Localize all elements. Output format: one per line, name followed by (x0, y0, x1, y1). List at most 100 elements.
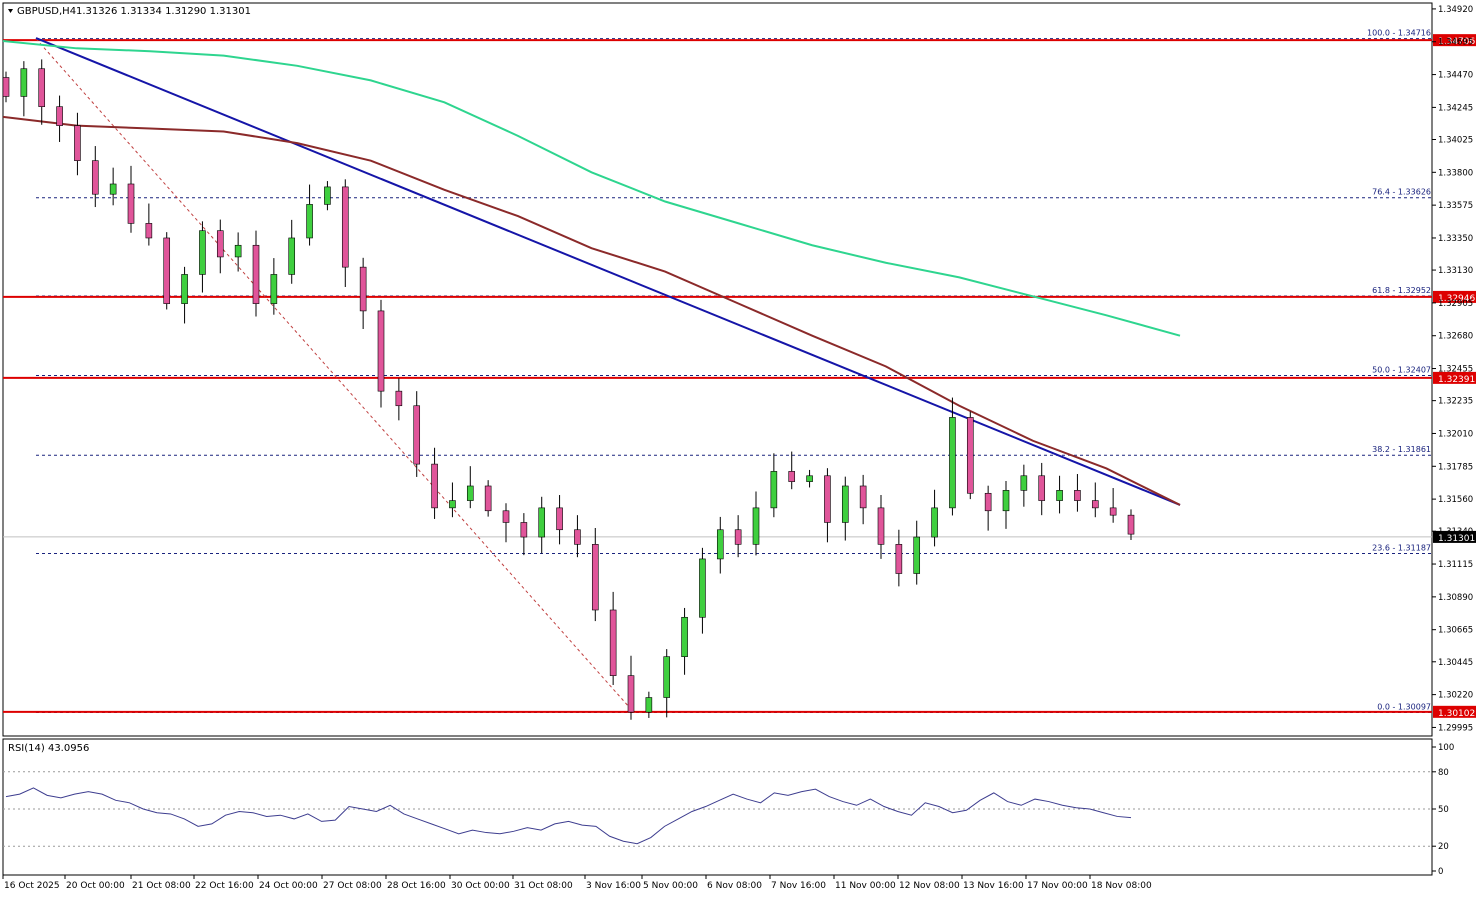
level-price-tag (1433, 290, 1476, 303)
time-tick-label: 18 Nov 08:00 (1091, 881, 1152, 891)
time-tick-label: 16 Oct 2025 (4, 881, 60, 891)
time-tick-label: 6 Nov 08:00 (707, 881, 762, 891)
price-tick-label: 1.33800 (1438, 168, 1473, 178)
rsi-panel-frame (2, 738, 1433, 876)
candle-body (431, 463, 438, 509)
price-tick-label: 1.30220 (1438, 691, 1473, 701)
candle-body (56, 106, 63, 126)
fib-swing-line (35, 38, 635, 713)
candle-body (91, 160, 99, 195)
time-tick-label: 31 Oct 08:00 (514, 881, 573, 891)
rsi-line (5, 787, 1132, 845)
price-tick-label: 1.33575 (1438, 201, 1473, 211)
price-tick-label: 1.33130 (1438, 266, 1473, 276)
price-tick-label: 1.30445 (1438, 658, 1473, 668)
moving-average-line (2, 115, 1181, 506)
candle-body (734, 529, 742, 545)
candle-body (74, 125, 81, 161)
candle-body (1038, 475, 1046, 501)
price-tick-label: 1.32905 (1438, 299, 1473, 309)
price-tick-label: 1.34025 (1438, 135, 1473, 145)
time-tick-label: 11 Nov 00:00 (835, 881, 896, 891)
level-price-tag (1433, 34, 1476, 47)
candle-body (395, 390, 403, 407)
current-price-tag (1433, 530, 1476, 543)
candle-body (663, 656, 671, 698)
candle-body (949, 417, 956, 509)
moving-averages (2, 40, 1181, 506)
candle-body (609, 609, 617, 676)
price-tick-label: 1.34695 (1438, 38, 1473, 48)
rsi-tick-label: 0 (1438, 867, 1443, 877)
candle-body (181, 274, 188, 304)
price-tick-label: 1.34245 (1438, 103, 1473, 113)
candle-body (913, 536, 921, 574)
level-price-tag-text: 1.30102 (1438, 709, 1475, 719)
candle-body (413, 405, 421, 465)
candle-body (699, 558, 706, 618)
fib-level-label: 38.2 - 1.31861 (1372, 445, 1431, 454)
rsi-tick-label: 80 (1438, 768, 1449, 778)
candle-body (1091, 500, 1099, 509)
candle-body (324, 186, 331, 205)
candle-body (199, 230, 206, 275)
candle-body (2, 77, 10, 97)
candle-body (341, 186, 349, 268)
candle-body (520, 522, 528, 538)
fib-level-label: 76.4 - 1.33626 (1372, 188, 1431, 197)
candle-body (591, 544, 599, 611)
moving-average-line (2, 40, 1181, 337)
candle-body (234, 244, 242, 258)
candle-body (895, 544, 903, 574)
symbol-label: GBPUSD,H4 (17, 6, 76, 17)
level-price-tag-text: 1.34706 (1438, 37, 1475, 47)
time-tick-label: 17 Nov 00:00 (1027, 881, 1088, 891)
candle-body (538, 507, 546, 538)
time-tick-label: 5 Nov 00:00 (643, 881, 698, 891)
candle-body (359, 266, 367, 312)
candle-body (627, 675, 635, 713)
candle-body (38, 68, 46, 107)
price-tick-label: 1.31115 (1438, 560, 1473, 570)
time-tick-label: 20 Oct 00:00 (66, 881, 125, 891)
price-axis: 1.34706 1.32946 1.32391 1.30102 1.34920 1.346… (1432, 5, 1476, 733)
price-tick-label: 1.31560 (1438, 495, 1473, 505)
price-tick-label: 1.29995 (1438, 723, 1473, 733)
rsi-tick-label: 100 (1438, 743, 1454, 753)
ohlc-values: 1.31326 1.31334 1.31290 1.31301 (76, 6, 251, 17)
candle-body (306, 204, 313, 239)
trend-lines (35, 37, 1181, 713)
fib-level-label: 100.0 - 1.34716 (1367, 29, 1431, 38)
price-tick-label: 1.34920 (1438, 5, 1473, 15)
level-price-tag-text: 1.32946 (1438, 294, 1475, 304)
fib-level-label: 23.6 - 1.31187 (1372, 544, 1431, 553)
level-price-tag-text: 1.32391 (1438, 375, 1475, 385)
price-tick-label: 1.34470 (1438, 71, 1473, 81)
current-price-tag-text: 1.31301 (1438, 534, 1475, 544)
candle-body (20, 68, 28, 97)
price-tick-label: 1.32455 (1438, 365, 1473, 375)
candle-body (556, 507, 563, 531)
candle-body (931, 507, 938, 538)
dropdown-triangle-icon[interactable] (8, 9, 13, 13)
time-tick-label: 28 Oct 16:00 (387, 881, 446, 891)
rsi-plot: 100 80 50 20 0 (3, 743, 1454, 877)
time-tick-label: 27 Oct 08:00 (323, 881, 382, 891)
candle-body (645, 697, 653, 713)
candle-body (681, 616, 688, 657)
candle-body (377, 310, 385, 392)
candle-body (1109, 507, 1117, 516)
rsi-label: RSI(14) 43.0956 (8, 743, 89, 754)
level-price-tag (1433, 371, 1476, 384)
candle-body (966, 417, 974, 494)
candle-body (1056, 490, 1063, 501)
level-lines (3, 38, 1432, 714)
time-tick-label: 22 Oct 16:00 (195, 881, 254, 891)
candle-body (574, 529, 581, 545)
candle-body (716, 529, 724, 560)
candle-body (502, 510, 510, 523)
candle-body (1020, 475, 1028, 491)
